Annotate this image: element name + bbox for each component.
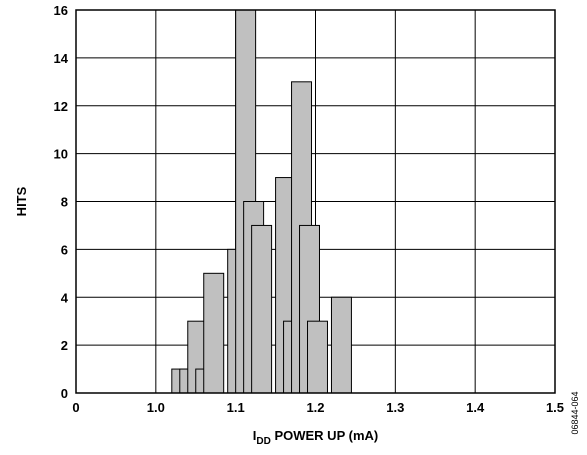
histogram-bar [307,320,328,394]
x-axis-label-subscript: DD [256,436,270,447]
y-tick-label: 12 [54,99,68,114]
y-tick-label: 6 [61,242,68,257]
figure-id: 06844-064 [570,391,580,434]
x-tick-label: 1.5 [546,400,564,415]
plot-frame [75,9,556,394]
y-tick-labels: 0 2 4 6 8 10 12 14 16 [54,3,69,401]
y-tick-label: 8 [61,195,68,210]
histogram-bar [203,272,225,394]
x-tick-labels: 0 1.0 1.1 1.2 1.3 1.4 1.5 [72,400,564,415]
y-tick-label: 14 [54,51,69,66]
x-axis-label-main: I [253,428,257,443]
y-tick-label: 16 [54,3,68,18]
bars [171,9,352,394]
x-tick-label: 0 [72,400,79,415]
y-tick-label: 4 [61,290,69,305]
histogram-bar [251,224,273,394]
x-tick-label: 1.0 [147,400,165,415]
x-tick-label: 1.4 [466,400,485,415]
x-tick-label: 1.3 [386,400,404,415]
y-axis-label: HITS [14,186,29,216]
x-axis-label-rest: POWER UP (mA) [271,428,378,443]
y-tick-label: 10 [54,147,68,162]
y-tick-label: 2 [61,338,68,353]
x-tick-label: 1.1 [227,400,245,415]
y-tick-label: 0 [61,386,68,401]
histogram-bar [330,296,352,394]
x-axis-label: IDD POWER UP (mA) [253,428,378,447]
x-tick-label: 1.2 [306,400,324,415]
